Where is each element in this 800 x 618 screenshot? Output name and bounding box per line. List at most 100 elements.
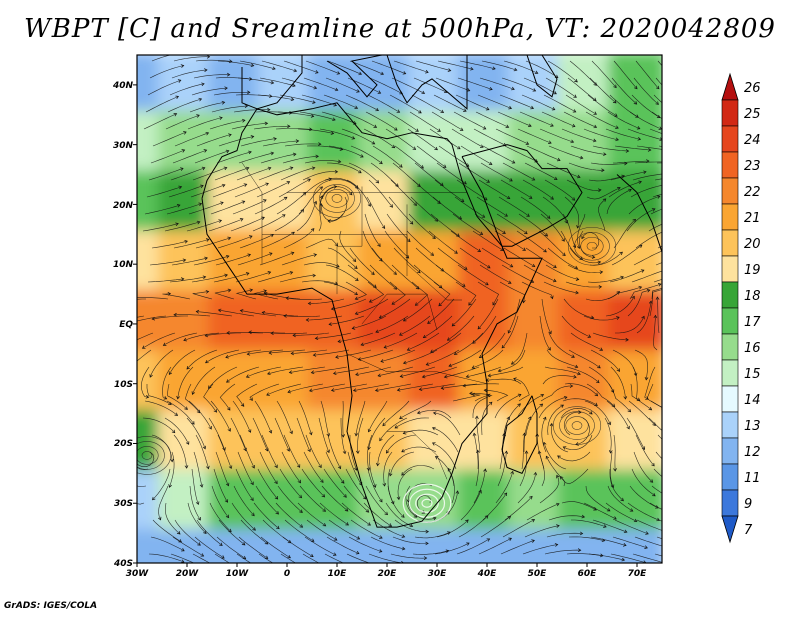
streamline-arrow bbox=[377, 90, 382, 94]
streamline-arrow bbox=[546, 215, 551, 219]
streamline bbox=[399, 315, 431, 336]
streamline-arrow bbox=[664, 230, 667, 233]
streamline bbox=[357, 417, 364, 454]
wbpt-cell bbox=[508, 290, 566, 358]
streamline-arrow bbox=[201, 166, 206, 171]
streamline-arrow bbox=[440, 386, 445, 390]
streamline bbox=[460, 490, 482, 521]
streamline bbox=[278, 178, 311, 198]
streamline bbox=[280, 553, 297, 563]
streamline bbox=[571, 519, 607, 528]
streamline-arrow bbox=[486, 179, 490, 183]
streamline-arrow bbox=[469, 391, 473, 396]
streamline bbox=[544, 179, 575, 201]
streamline-arrow bbox=[412, 146, 417, 150]
streamline-arrow bbox=[270, 80, 275, 85]
streamline-arrow bbox=[488, 161, 493, 165]
streamline bbox=[172, 149, 207, 164]
streamline-arrow bbox=[354, 311, 359, 315]
streamline bbox=[511, 332, 528, 365]
streamline bbox=[327, 434, 341, 469]
streamline-arrow bbox=[522, 432, 527, 437]
streamline-arrow bbox=[438, 302, 442, 307]
streamline-arrow bbox=[252, 527, 256, 531]
streamline-arrow bbox=[425, 362, 430, 366]
streamline bbox=[213, 468, 228, 503]
streamline bbox=[472, 230, 504, 251]
streamline-arrow bbox=[200, 553, 205, 557]
streamline bbox=[427, 298, 455, 324]
streamline-arrow bbox=[322, 508, 327, 512]
streamline bbox=[400, 366, 436, 377]
streamline-arrow bbox=[628, 188, 632, 193]
streamline bbox=[324, 177, 359, 189]
lon-label: 10E bbox=[328, 569, 348, 579]
streamline-arrow bbox=[208, 385, 212, 389]
streamline-arrow bbox=[401, 514, 405, 518]
streamline-arrow bbox=[170, 458, 174, 463]
streamline bbox=[437, 247, 468, 270]
streamline-arrow bbox=[382, 483, 387, 487]
streamline-arrow bbox=[492, 301, 496, 306]
streamline bbox=[477, 298, 499, 330]
streamline bbox=[172, 536, 204, 557]
streamline bbox=[401, 465, 435, 476]
streamline bbox=[524, 525, 560, 538]
streamline-arrow bbox=[647, 148, 652, 152]
streamline-arrow bbox=[357, 357, 362, 361]
streamline-arrow bbox=[249, 288, 254, 293]
streamline bbox=[253, 126, 290, 130]
streamline-arrow bbox=[184, 51, 187, 54]
colorbar-label: 20 bbox=[744, 237, 761, 252]
streamline bbox=[173, 56, 210, 62]
wbpt-cell bbox=[408, 409, 466, 478]
streamline bbox=[538, 230, 566, 256]
streamline bbox=[651, 287, 662, 300]
streamline-arrow bbox=[307, 448, 311, 453]
streamline-arrow bbox=[431, 426, 436, 431]
streamline-arrow bbox=[343, 494, 347, 498]
lon-label: 20W bbox=[176, 569, 200, 579]
streamline bbox=[428, 230, 458, 254]
streamline-arrow bbox=[603, 524, 607, 528]
streamline-arrow bbox=[679, 217, 682, 220]
streamline-arrow bbox=[267, 271, 272, 275]
colorbar-label: 25 bbox=[744, 107, 761, 122]
streamline-arrow bbox=[445, 549, 450, 554]
streamline bbox=[173, 239, 209, 249]
colorbar-swatch bbox=[721, 255, 739, 283]
streamline bbox=[614, 145, 651, 151]
streamline bbox=[452, 213, 483, 235]
streamline-arrow bbox=[652, 492, 656, 497]
streamline bbox=[627, 502, 660, 521]
colorbar-swatch bbox=[721, 307, 739, 335]
streamline bbox=[412, 550, 449, 555]
streamline bbox=[301, 280, 338, 285]
streamline bbox=[457, 264, 489, 286]
streamline bbox=[301, 468, 325, 498]
streamline bbox=[362, 230, 383, 262]
streamline bbox=[209, 120, 245, 130]
streamline-arrow bbox=[141, 345, 146, 349]
streamline-arrow bbox=[613, 516, 617, 520]
streamline bbox=[583, 315, 620, 321]
streamline-arrow bbox=[307, 301, 312, 306]
streamline-arrow bbox=[121, 466, 124, 469]
streamline-arrow bbox=[637, 137, 642, 141]
wbpt-cell bbox=[158, 55, 216, 119]
streamline-arrow bbox=[553, 176, 558, 180]
streamline bbox=[525, 60, 559, 78]
streamline bbox=[564, 383, 598, 397]
streamline bbox=[650, 208, 662, 215]
streamline-arrow bbox=[524, 450, 529, 454]
streamline bbox=[389, 94, 422, 114]
streamline-arrow bbox=[430, 349, 434, 353]
streamline bbox=[561, 501, 597, 511]
streamline-arrow bbox=[300, 209, 305, 213]
streamline-arrow bbox=[205, 131, 210, 136]
streamline bbox=[259, 77, 296, 87]
streamline-arrow bbox=[612, 99, 617, 104]
streamline-arrow bbox=[341, 434, 346, 438]
streamline bbox=[341, 502, 371, 526]
streamline-arrow bbox=[270, 331, 274, 335]
